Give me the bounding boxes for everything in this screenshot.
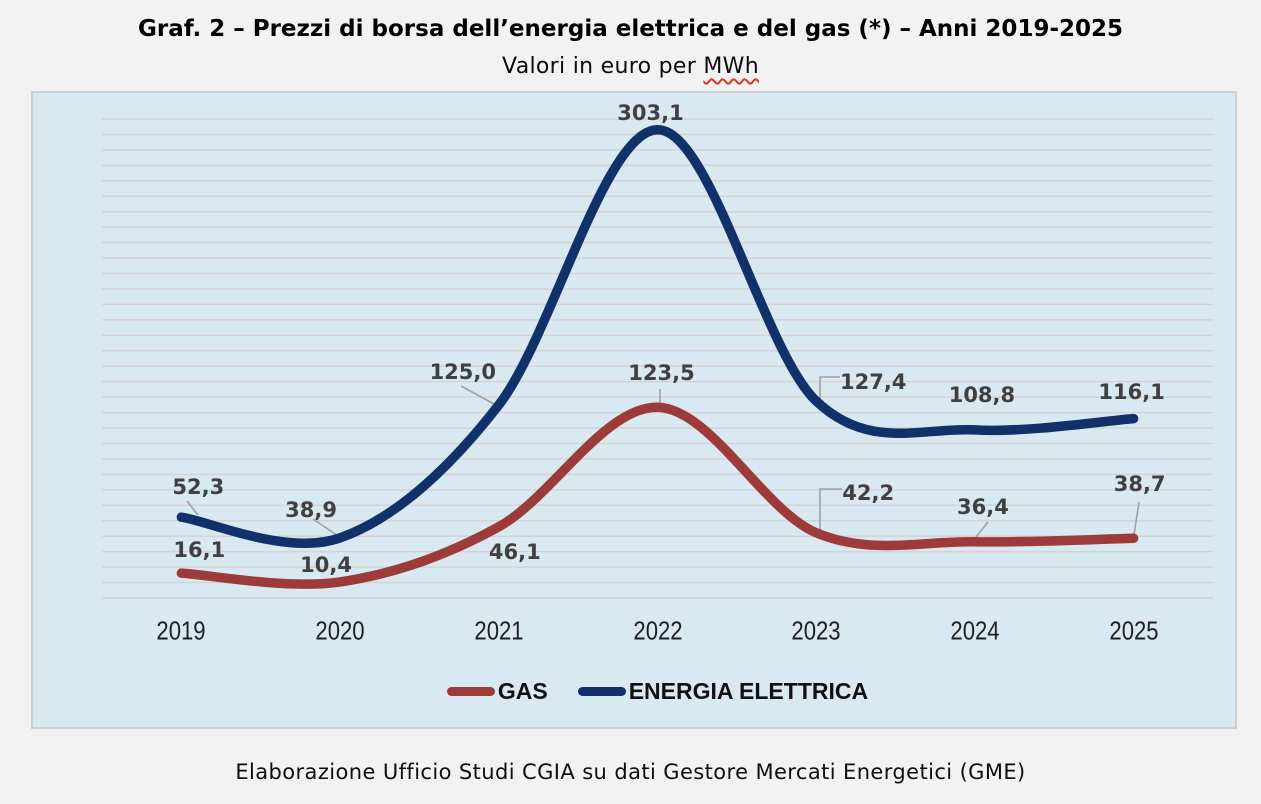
data-label-gas-2024: 36,4 [957, 494, 1009, 519]
label-leader-line [186, 500, 199, 516]
data-label-energia-elettrica-2020: 38,9 [285, 497, 337, 522]
gas-series-line [176, 402, 1139, 589]
data-label-gas-2025: 38,7 [1113, 472, 1166, 497]
gas-line-swatch [446, 686, 495, 696]
label-leader-line [819, 488, 842, 530]
data-label-energia-elettrica-2025: 116,1 [1098, 379, 1165, 404]
data-label-gas-2022: 123,5 [628, 361, 695, 386]
source-note: Elaborazione Ufficio Studi CGIA su dati … [235, 760, 1026, 784]
x-axis-label-2024: 2024 [950, 615, 1000, 646]
label-leader-line [460, 385, 495, 405]
data-label-gas-2020: 10,4 [300, 552, 352, 577]
legend-item-gas: GAS [446, 677, 548, 705]
legend-label-gas: GAS [497, 677, 548, 704]
x-axis-label-2022: 2022 [632, 615, 683, 646]
chart-subtitle: Valori in euro per MWh [0, 54, 1261, 79]
chart-panel: 16,1 10,4 46,1 123,5 42,2 36,4 38,7 52,3 38,9 125… [31, 91, 1237, 729]
data-label-energia-elettrica-2021: 125,0 [429, 359, 496, 384]
electricity-line-swatch [577, 686, 626, 696]
data-label-energia-elettrica-2023: 127,4 [839, 370, 907, 395]
label-leader-line [312, 518, 339, 537]
data-label-energia-elettrica-2019: 52,3 [172, 475, 225, 500]
label-leader-line [975, 521, 989, 538]
subtitle-unit: MWh [703, 54, 759, 79]
energia-elettrica-series-line [176, 124, 1139, 548]
subtitle-text: Valori in euro per [502, 54, 704, 79]
x-axis-label-2020: 2020 [315, 615, 365, 646]
x-axis-label-2021: 2021 [474, 615, 524, 646]
data-label-gas-2023: 42,2 [842, 480, 895, 505]
x-axis-label-2019: 2019 [156, 615, 206, 646]
data-label-gas-2021: 46,1 [488, 539, 541, 564]
chart-title: Graf. 2 – Prezzi di borsa dell’energia e… [137, 16, 1124, 42]
legend-item-electricity: ENERGIA ELETTRICA [577, 677, 869, 705]
chart-legend: GAS ENERGIA ELETTRICA [102, 677, 1213, 705]
x-axis-label-2025: 2025 [1109, 615, 1159, 646]
chart-plot [102, 118, 1213, 599]
x-axis-label-2023: 2023 [791, 615, 841, 646]
data-label-gas-2019: 16,1 [173, 538, 226, 563]
label-leader-line [819, 376, 840, 401]
data-label-energia-elettrica-2022: 303,1 [617, 100, 684, 125]
legend-label-electricity: ENERGIA ELETTRICA [628, 677, 869, 704]
label-leader-line [1133, 501, 1140, 536]
data-label-energia-elettrica-2024: 108,8 [948, 382, 1016, 407]
